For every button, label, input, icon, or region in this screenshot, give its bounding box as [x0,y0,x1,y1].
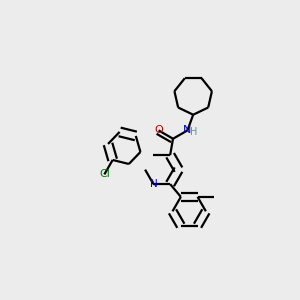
Text: N: N [183,125,192,135]
Text: Cl: Cl [99,169,110,179]
Text: O: O [154,125,163,135]
Text: H: H [190,127,197,137]
Text: N: N [150,179,157,189]
